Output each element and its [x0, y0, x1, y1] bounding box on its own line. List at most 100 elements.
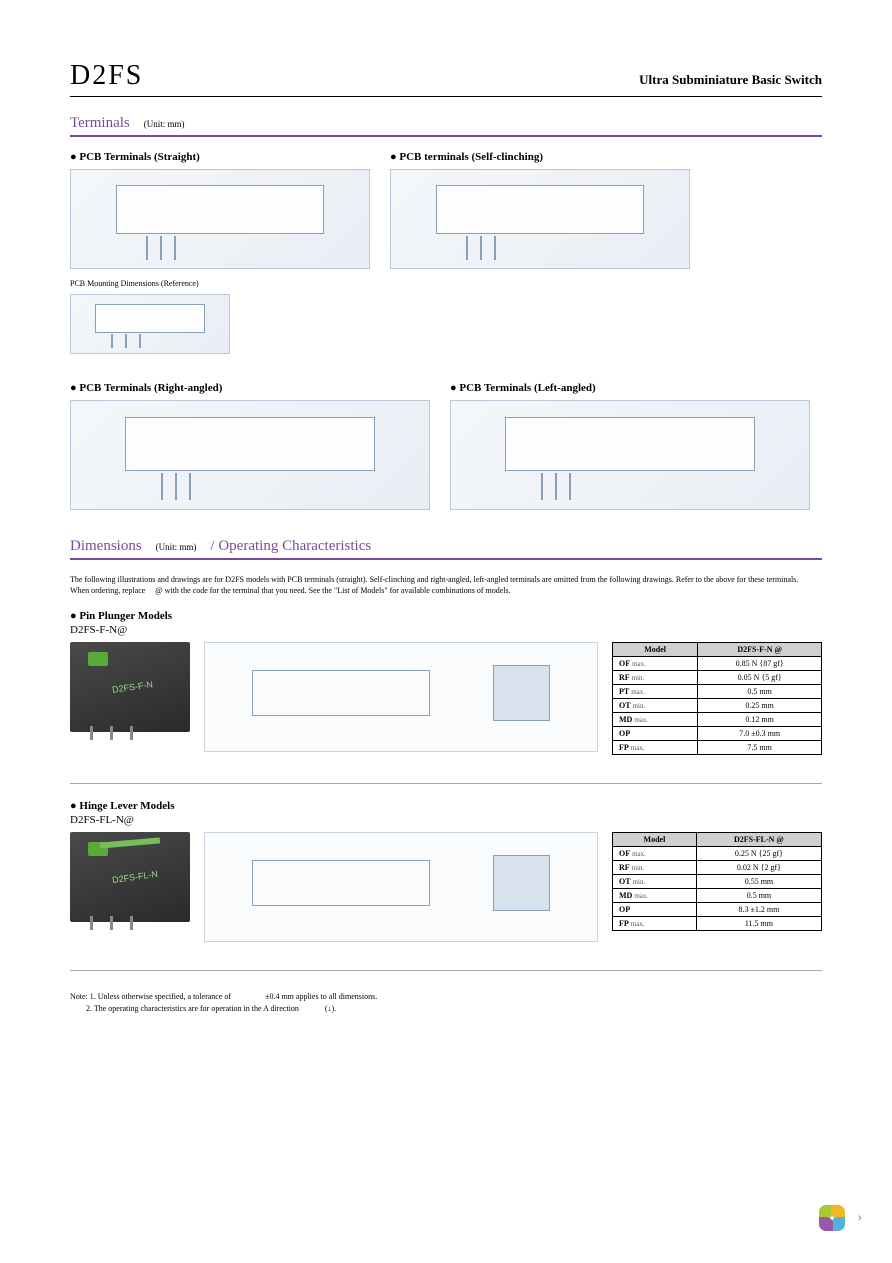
terminal-grid-row2: ● PCB Terminals (Right-angled) ● PCB Ter…: [70, 382, 822, 510]
divider: [70, 783, 822, 784]
table-row: MD max.0.12 mm: [613, 713, 822, 727]
value-cell: 7.5 mm: [698, 741, 822, 755]
terminal-label: ● PCB Terminals (Right-angled): [70, 382, 430, 394]
terminal-block-left-angled: ● PCB Terminals (Left-angled): [450, 382, 810, 510]
terminal-block-self-clinching: ● PCB terminals (Self-clinching): [390, 151, 690, 269]
terminal-diagram: [390, 169, 690, 269]
photo-pins: [90, 726, 93, 740]
param-cell: OT min.: [613, 875, 697, 889]
spec-table-hinge-lever: Model D2FS-FL-N @ OF max.0.25 N {25 gf}R…: [612, 832, 822, 931]
terminal-block-mounting-ref: PCB Mounting Dimensions (Reference): [70, 279, 230, 354]
divider: [70, 970, 822, 971]
param-cell: OP: [613, 903, 697, 917]
terminal-block-straight: ● PCB Terminals (Straight): [70, 151, 370, 269]
model-partnum: D2FS-FL-N@: [70, 814, 822, 826]
value-cell: 11.5 mm: [696, 917, 821, 931]
page-corner: ›: [817, 1203, 862, 1233]
photo-label: D2FS-FL-N: [112, 869, 159, 885]
value-cell: 0.55 mm: [696, 875, 821, 889]
value-cell: 0.02 N {2 gf}: [696, 861, 821, 875]
value-cell: 7.0 ±0.3 mm: [698, 727, 822, 741]
table-header-model: Model: [613, 833, 697, 847]
section-unit: (Unit: mm): [144, 119, 185, 129]
note-line: The following illustrations and drawings…: [70, 574, 822, 585]
model-label: ● Pin Plunger Models: [70, 610, 822, 622]
section-subtitle: / Operating Characteristics: [210, 538, 371, 555]
table-row: OT min.0.55 mm: [613, 875, 822, 889]
next-page-arrow-icon[interactable]: ›: [857, 1210, 862, 1226]
footer-note-line: 2. The operating characteristics are for…: [70, 1003, 822, 1015]
param-cell: RF min.: [613, 671, 698, 685]
value-cell: 0.5 mm: [696, 889, 821, 903]
model-photo: D2FS-F-N: [70, 642, 190, 732]
value-cell: 0.12 mm: [698, 713, 822, 727]
terminal-diagram: [70, 294, 230, 354]
note-line: When ordering, replace @ with the code f…: [70, 585, 822, 596]
value-cell: 0.25 N {25 gf}: [696, 847, 821, 861]
table-row: RF min.0.02 N {2 gf}: [613, 861, 822, 875]
value-cell: 8.3 ±1.2 mm: [696, 903, 821, 917]
param-cell: FP max.: [613, 917, 697, 931]
product-code: D2FS: [70, 60, 143, 92]
model-partnum: D2FS-F-N@: [70, 624, 822, 636]
terminal-diagram: [70, 400, 430, 510]
table-row: MD max.0.5 mm: [613, 889, 822, 903]
table-row: PT max.0.5 mm: [613, 685, 822, 699]
table-row: OF max.0.25 N {25 gf}: [613, 847, 822, 861]
table-row: OT min.0.25 mm: [613, 699, 822, 713]
terminal-grid-row1: ● PCB Terminals (Straight) ● PCB termina…: [70, 151, 822, 354]
logo-icon: [817, 1203, 847, 1233]
table-header-value: D2FS-F-N @: [698, 643, 822, 657]
param-cell: FP max.: [613, 741, 698, 755]
model-diagram: [204, 832, 598, 942]
spec-table-body: OF max.0.25 N {25 gf}RF min.0.02 N {2 gf…: [613, 847, 822, 931]
param-cell: OT min.: [613, 699, 698, 713]
terminal-diagram: [450, 400, 810, 510]
dimensions-note: The following illustrations and drawings…: [70, 574, 822, 596]
value-cell: 0.25 mm: [698, 699, 822, 713]
terminal-label: ● PCB Terminals (Straight): [70, 151, 370, 163]
terminal-label: ● PCB terminals (Self-clinching): [390, 151, 690, 163]
table-row: OP 8.3 ±1.2 mm: [613, 903, 822, 917]
page-header: D2FS Ultra Subminiature Basic Switch: [70, 60, 822, 97]
table-row: FP max.7.5 mm: [613, 741, 822, 755]
param-cell: MD max.: [613, 713, 698, 727]
param-cell: MD max.: [613, 889, 697, 903]
param-cell: OF max.: [613, 847, 697, 861]
section-title: Dimensions: [70, 538, 142, 555]
value-cell: 0.5 mm: [698, 685, 822, 699]
model-section-hinge-lever: ● Hinge Lever Models D2FS-FL-N@ D2FS-FL-…: [70, 800, 822, 942]
terminal-diagram: [70, 169, 370, 269]
table-row: FP max.11.5 mm: [613, 917, 822, 931]
table-row: OP 7.0 ±0.3 mm: [613, 727, 822, 741]
footer-notes: Note: 1. Unless otherwise specified, a t…: [70, 991, 822, 1015]
product-title: Ultra Subminiature Basic Switch: [639, 72, 822, 88]
model-photo: D2FS-FL-N: [70, 832, 190, 922]
table-row: RF min.0.05 N {5 gf}: [613, 671, 822, 685]
footer-note-line: Note: 1. Unless otherwise specified, a t…: [70, 991, 822, 1003]
section-title: Terminals: [70, 115, 130, 132]
section-header-dimensions: Dimensions (Unit: mm) / Operating Charac…: [70, 538, 822, 560]
photo-label: D2FS-F-N: [112, 680, 154, 696]
terminal-label-small: PCB Mounting Dimensions (Reference): [70, 279, 230, 288]
model-label: ● Hinge Lever Models: [70, 800, 822, 812]
spec-table-pin-plunger: Model D2FS-F-N @ OF max.0.85 N {87 gf}RF…: [612, 642, 822, 755]
table-header-value: D2FS-FL-N @: [696, 833, 821, 847]
value-cell: 0.85 N {87 gf}: [698, 657, 822, 671]
param-cell: RF min.: [613, 861, 697, 875]
param-cell: OF max.: [613, 657, 698, 671]
table-header-model: Model: [613, 643, 698, 657]
param-cell: OP: [613, 727, 698, 741]
section-header-terminals: Terminals (Unit: mm): [70, 115, 822, 137]
model-row: D2FS-FL-N Model D2FS-FL-N @ OF max.0.25 …: [70, 832, 822, 942]
table-row: OF max.0.85 N {87 gf}: [613, 657, 822, 671]
model-section-pin-plunger: ● Pin Plunger Models D2FS-F-N@ D2FS-F-N …: [70, 610, 822, 755]
terminal-label: ● PCB Terminals (Left-angled): [450, 382, 810, 394]
photo-pins: [90, 916, 93, 930]
value-cell: 0.05 N {5 gf}: [698, 671, 822, 685]
terminal-block-right-angled: ● PCB Terminals (Right-angled): [70, 382, 430, 510]
section-unit: (Unit: mm): [156, 542, 197, 552]
spec-table-body: OF max.0.85 N {87 gf}RF min.0.05 N {5 gf…: [613, 657, 822, 755]
param-cell: PT max.: [613, 685, 698, 699]
model-diagram: [204, 642, 598, 752]
